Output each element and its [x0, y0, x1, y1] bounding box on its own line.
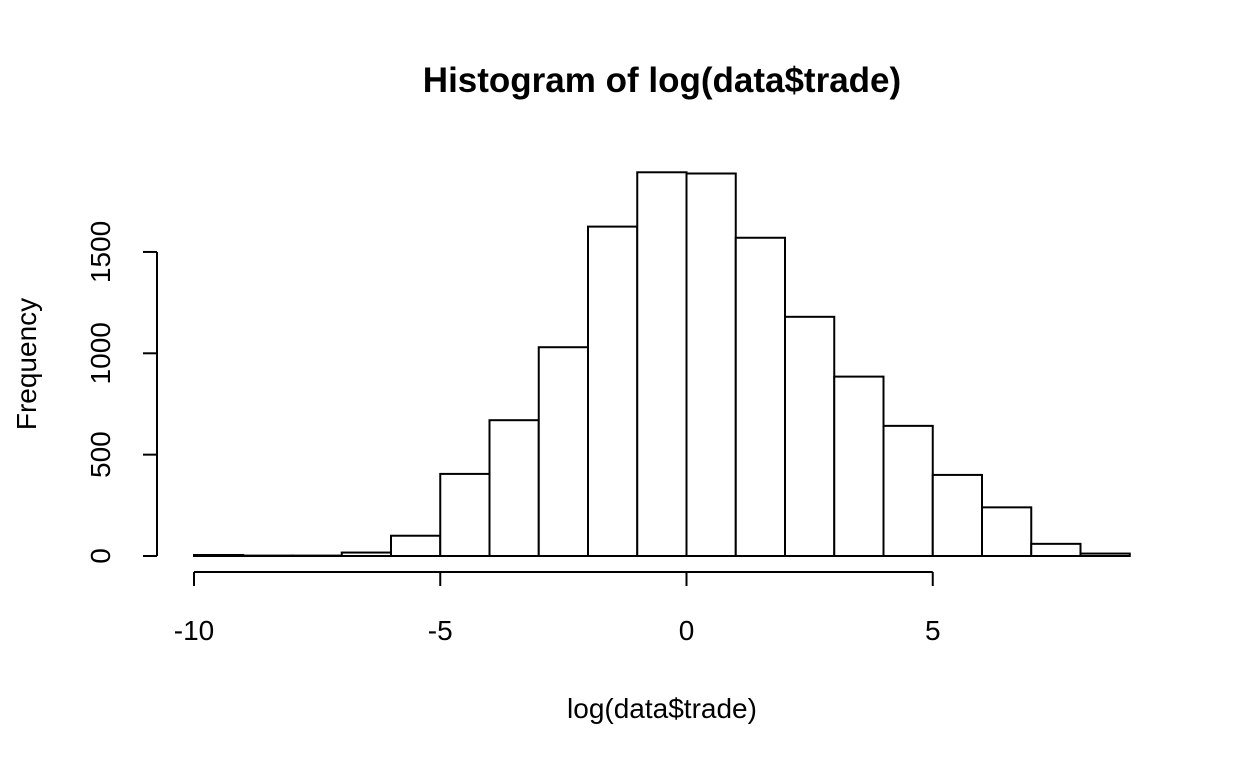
x-axis-label: log(data$trade)	[567, 693, 757, 724]
histogram-bar	[342, 553, 391, 556]
y-tick-label: 1000	[85, 322, 116, 384]
x-tick-label: -5	[428, 615, 453, 646]
histogram-bar	[588, 227, 637, 556]
histogram-bar	[982, 507, 1031, 556]
histogram-bar	[687, 174, 736, 556]
histogram-bar	[1031, 544, 1080, 556]
y-tick-label: 1500	[85, 221, 116, 283]
x-tick-label: 5	[925, 615, 941, 646]
y-tick-label: 0	[85, 548, 116, 564]
histogram-bar	[637, 172, 686, 556]
bars-group	[194, 172, 1130, 556]
x-tick-label: 0	[679, 615, 695, 646]
histogram-bar	[539, 347, 588, 556]
x-tick-label: -10	[174, 615, 214, 646]
histogram-bar	[490, 420, 539, 556]
histogram-bar	[933, 475, 982, 556]
histogram-bar	[391, 536, 440, 556]
histogram-bar	[1081, 554, 1130, 556]
x-axis: -10 -5 0 5	[174, 572, 941, 646]
histogram-bar	[736, 238, 785, 556]
histogram-bar	[785, 317, 834, 556]
y-axis: 0 500 1000 1500	[85, 221, 157, 564]
histogram-bar	[440, 474, 489, 556]
histogram-bar	[834, 377, 883, 556]
y-axis-label: Frequency	[11, 298, 42, 430]
y-tick-label: 500	[85, 431, 116, 478]
histogram-bar	[194, 555, 243, 556]
chart-title: Histogram of log(data$trade)	[423, 61, 901, 100]
histogram-bar	[884, 426, 933, 556]
